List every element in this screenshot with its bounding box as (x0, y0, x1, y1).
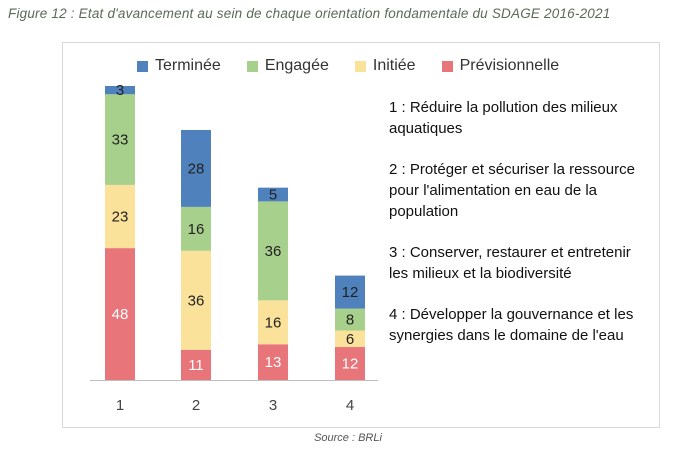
bar-value-label: 3 (116, 82, 124, 99)
bar-segment (181, 349, 211, 380)
legend-item: Prévisionnelle (441, 57, 560, 75)
orientation-notes: 1 : Réduire la pollution des milieux aqu… (389, 97, 651, 366)
legend-swatch (441, 60, 453, 72)
figure-source: Source : BRLi (314, 432, 382, 444)
legend-swatch (137, 60, 148, 72)
note-orientation-2: 2 : Protéger et sécuriser la ressource p… (389, 161, 635, 220)
legend-item: Terminée (137, 57, 221, 75)
bar-value-label: 16 (188, 221, 205, 238)
bar-segment (258, 187, 288, 202)
bar-segment (258, 201, 288, 301)
legend-label: Terminée (155, 57, 221, 74)
bar-value-label: 12 (342, 356, 359, 373)
chart-frame: Terminée Engagée Initiée Prévisionnelle 1 :… (62, 42, 660, 428)
legend-item: Engagée (246, 57, 329, 75)
chart-legend: Terminée Engagée Initiée Prévisionnelle (137, 57, 585, 75)
legend-swatch (354, 60, 366, 72)
bar-segment (105, 94, 135, 185)
x-tick-label: 1 (116, 397, 124, 414)
bar-value-label: 5 (269, 187, 277, 204)
legend-label: Initiée (372, 57, 416, 74)
bar-segment (335, 275, 365, 309)
note-orientation-1: 1 : Réduire la pollution des milieux aqu… (389, 99, 618, 137)
legend-label: Prévisionnelle (459, 57, 560, 74)
bar-value-label: 16 (265, 314, 282, 331)
bar-value-label: 11 (188, 357, 204, 374)
bar-segment (181, 250, 211, 350)
figure-caption: Figure 12 : Etat d'avancement au sein de… (8, 6, 611, 21)
bar-segment (335, 308, 365, 331)
bar-segment (105, 86, 135, 95)
bar-segment (181, 206, 211, 251)
bar-segment (335, 330, 365, 348)
bar-value-label: 8 (346, 312, 354, 329)
note-orientation-4: 4 : Développer la gouvernance et les syn… (389, 306, 634, 344)
bar-segment (105, 184, 135, 249)
bar-value-label: 48 (112, 306, 129, 323)
bar-value-label: 36 (265, 243, 282, 260)
x-tick-label: 4 (346, 397, 354, 414)
note-orientation-3: 3 : Conserver, restaurer et entretenir l… (389, 244, 631, 282)
bar-segment (258, 300, 288, 345)
bar-value-label: 36 (188, 292, 205, 309)
bar-value-label: 33 (112, 132, 129, 149)
bar-value-label: 6 (346, 331, 354, 348)
bar-value-label: 28 (188, 160, 205, 177)
bar-segment (105, 248, 135, 380)
x-tick-label: 3 (269, 397, 277, 414)
legend-swatch (246, 60, 258, 72)
bar-segment (258, 344, 288, 380)
x-tick-label: 2 (192, 397, 200, 414)
bar-value-label: 23 (112, 209, 129, 226)
bar-value-label: 13 (265, 354, 282, 371)
legend-label: Engagée (264, 57, 329, 74)
bar-value-label: 12 (342, 284, 359, 301)
bar-segment (335, 347, 365, 380)
bar-segment (181, 129, 211, 207)
legend-item: Initiée (354, 57, 416, 75)
